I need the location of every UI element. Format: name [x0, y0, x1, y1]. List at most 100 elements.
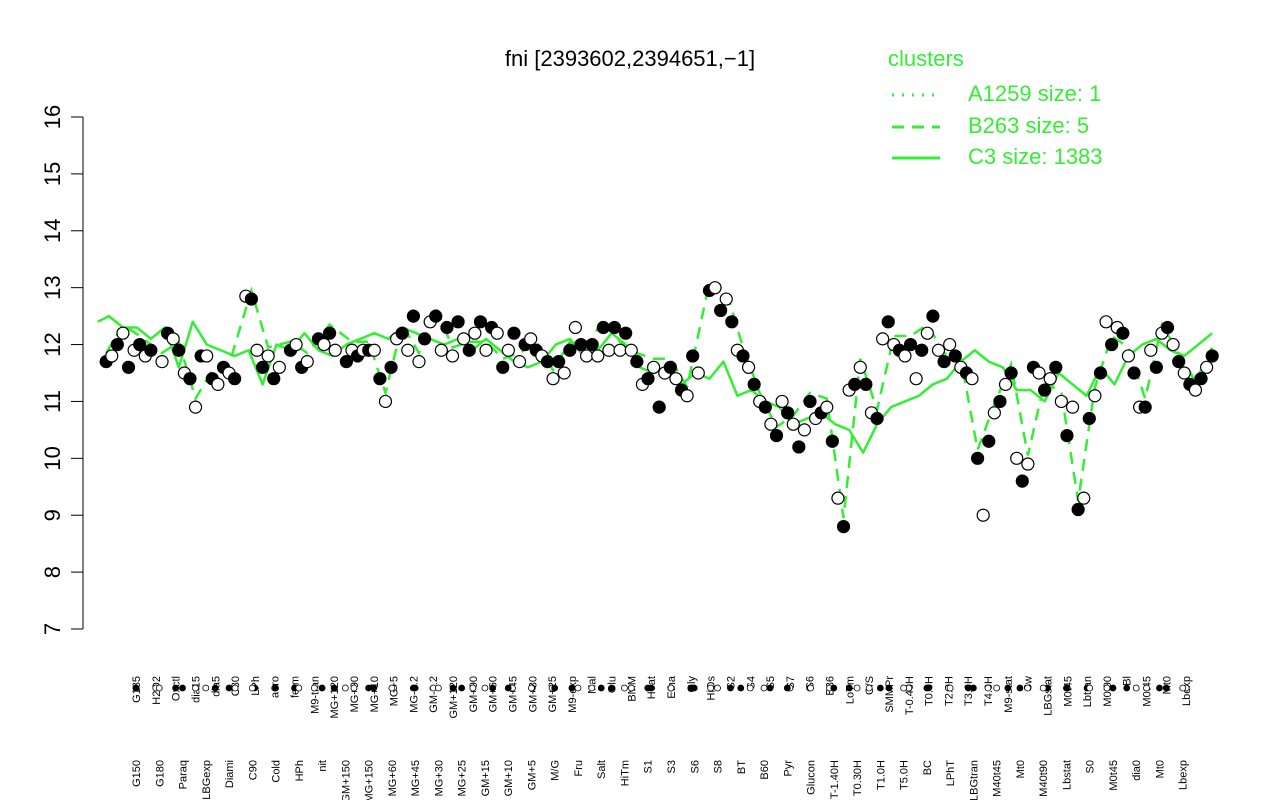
x-tick-marker [272, 684, 279, 692]
x-tick-marker [1143, 684, 1150, 692]
x-tick-label-lower-24: S6 [689, 760, 701, 773]
data-point [641, 372, 655, 386]
x-tick-label-lower-3: LBGexp [201, 760, 213, 800]
x-tick-label-lower-9: GM+150 [340, 760, 352, 800]
x-tick-label-upper-9: M9-tran [309, 676, 321, 714]
data-point [568, 320, 582, 335]
x-tick-label-lower-2: Paraq [178, 760, 190, 789]
data-point [434, 343, 448, 357]
data-point [429, 309, 443, 323]
data-point [652, 400, 666, 414]
x-tick-label-lower-33: T5.0H [899, 760, 911, 790]
data-point [926, 309, 940, 323]
chart-title: fni [2393602,2394651,−1] [505, 46, 755, 71]
x-tick-label-lower-26: BT [736, 760, 748, 774]
data-point [998, 377, 1013, 391]
x-tick-label-lower-19: Fru [573, 760, 585, 777]
x-tick-label-lower-31: T0.30H [852, 760, 864, 796]
x-tick-marker [707, 684, 715, 692]
x-tick-label-lower-25: S8 [713, 760, 725, 773]
data-point [1038, 383, 1052, 397]
x-tick-marker [248, 684, 256, 692]
data-point [937, 355, 951, 369]
x-tick-label-lower-37: M40t45 [992, 760, 1004, 797]
data-point [769, 428, 784, 443]
x-tick-label-lower-22: S1 [643, 760, 655, 773]
legend-label-a1259: A1259 size: 1 [968, 81, 1101, 106]
data-point [451, 315, 465, 329]
x-tick-label-upper-51: M0t45 [1142, 676, 1154, 707]
data-point [602, 343, 616, 357]
data-point [1194, 372, 1208, 386]
data-point [1127, 366, 1141, 380]
y-tick-label-16: 16 [40, 105, 65, 129]
x-tick-marker [211, 684, 219, 692]
x-tick-label-lower-20: Salt [596, 760, 608, 779]
x-tick-label-lower-43: dia0 [1131, 760, 1143, 781]
data-point [417, 332, 432, 346]
data-point [121, 360, 136, 374]
x-tick-marker [1016, 684, 1024, 692]
x-tick-marker [993, 684, 1001, 692]
data-point [987, 406, 1001, 420]
data-point [244, 292, 259, 306]
y-tick-label-15: 15 [40, 162, 65, 186]
data-point [1060, 428, 1074, 443]
x-tick-label-upper-16: GM+120 [448, 676, 460, 719]
x-tick-label-lower-10: MG+150 [364, 760, 376, 800]
legend-label-b263: B263 size: 5 [968, 113, 1089, 138]
x-tick-marker [1086, 684, 1094, 692]
x-tick-marker [1103, 684, 1111, 692]
data-point [501, 343, 515, 357]
x-tick-marker [481, 684, 489, 692]
x-tick-label-upper-49: M0t90 [1102, 676, 1114, 707]
data-point [289, 337, 303, 352]
x-tick-label-lower-42: M0t45 [1108, 760, 1120, 791]
data-point [1093, 366, 1108, 380]
data-point [323, 326, 337, 340]
data-point [490, 326, 504, 340]
x-axis: G135H2O2Oxctldia15dia5C30LPhaerofermM9-t… [131, 675, 1193, 800]
data-point [166, 332, 180, 346]
x-tick-label-upper-44: M9-stat [1003, 676, 1015, 713]
x-tick-label-lower-32: T1.0H [875, 760, 887, 790]
y-tick-label-11: 11 [40, 390, 65, 413]
data-point [317, 337, 331, 352]
x-tick-marker [746, 684, 754, 692]
data-point [267, 372, 281, 386]
series-layer [97, 280, 1214, 519]
x-tick-label-lower-17: GM+5 [526, 760, 538, 790]
x-tick-marker [568, 684, 576, 692]
data-point [395, 326, 409, 340]
x-tick-label-lower-18: M/G [550, 760, 562, 781]
data-point [725, 315, 739, 329]
data-point [1138, 400, 1152, 414]
x-tick-marker [1162, 684, 1170, 692]
x-tick-marker [737, 684, 745, 692]
data-point [820, 400, 834, 414]
data-point [797, 423, 812, 437]
data-point [909, 372, 923, 386]
data-point [859, 377, 873, 391]
data-point [1010, 451, 1024, 465]
x-tick-marker [900, 684, 908, 692]
x-tick-marker [1156, 684, 1163, 692]
data-point [188, 400, 203, 414]
y-tick-label-10: 10 [40, 446, 65, 470]
x-tick-marker [434, 684, 442, 692]
data-point [1032, 366, 1046, 380]
data-point [775, 394, 789, 409]
data-point [853, 360, 867, 374]
x-tick-label-lower-41: S0 [1085, 760, 1097, 773]
data-point [982, 434, 996, 448]
data-point [613, 343, 627, 357]
x-tick-marker [1039, 684, 1047, 692]
points-layer [99, 281, 1219, 534]
data-point [591, 349, 605, 363]
x-tick-marker [969, 684, 977, 692]
x-tick-marker [714, 684, 721, 692]
x-tick-marker [458, 684, 466, 692]
x-tick-marker [528, 684, 535, 692]
x-tick-label-upper-48: Lbtran [1082, 676, 1094, 707]
x-tick-marker [845, 684, 853, 692]
